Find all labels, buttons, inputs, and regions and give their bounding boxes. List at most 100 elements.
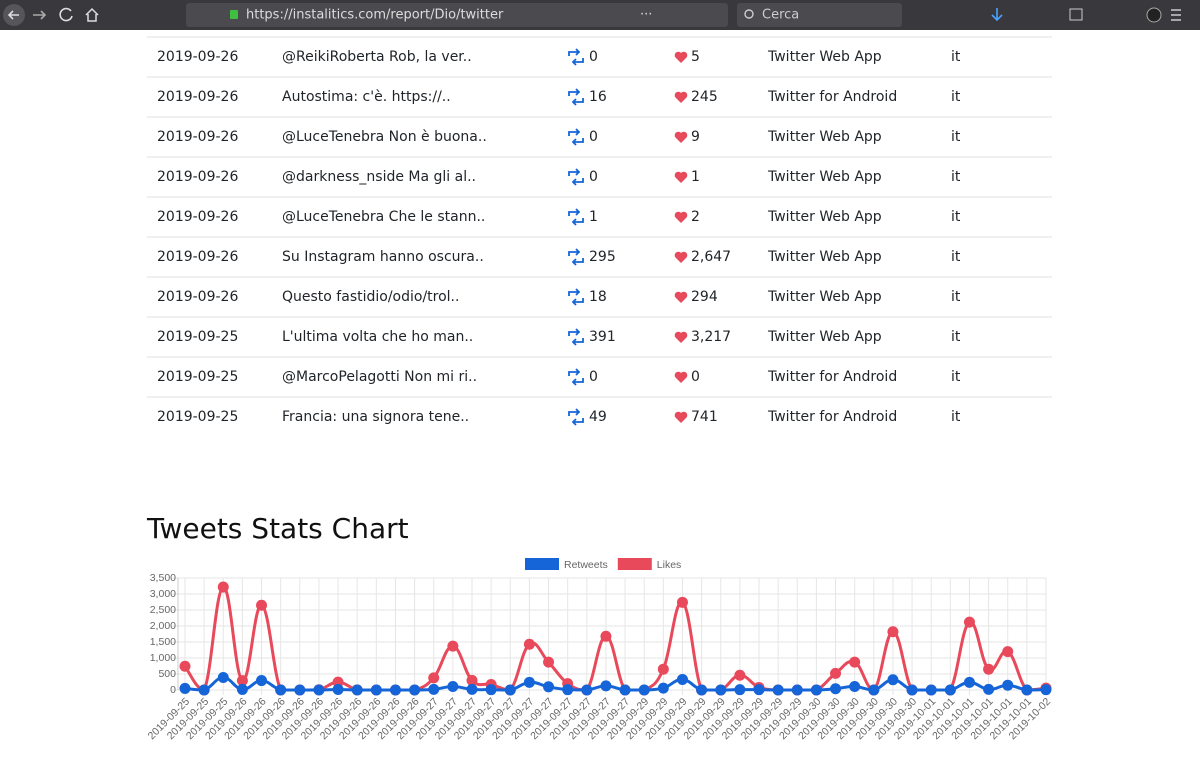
url-bar[interactable] bbox=[186, 3, 728, 27]
retweets-cell: 295 bbox=[589, 249, 616, 265]
data-point bbox=[734, 684, 746, 696]
retweets-cell: 0 bbox=[589, 129, 598, 145]
lang-cell: it bbox=[951, 409, 961, 425]
date-cell: 2019-09-25 bbox=[157, 329, 238, 345]
retweet-icon bbox=[568, 208, 584, 226]
data-point bbox=[332, 683, 344, 695]
retweets-cell: 18 bbox=[589, 289, 607, 305]
search-placeholder: Cerca bbox=[762, 8, 799, 23]
data-point bbox=[485, 684, 497, 696]
y-tick-label: 3,000 bbox=[150, 588, 176, 600]
text-cell: @ReikiRoberta Rob, la ver.. bbox=[282, 49, 472, 65]
data-point bbox=[217, 671, 229, 683]
y-tick-label: 1,500 bbox=[150, 636, 176, 648]
date-cell: 2019-09-26 bbox=[157, 49, 238, 65]
sidebar-button[interactable] bbox=[1069, 8, 1083, 21]
data-point bbox=[428, 672, 440, 684]
date-cell: 2019-09-25 bbox=[157, 409, 238, 425]
text-cell: L'ultima volta che ho man.. bbox=[282, 329, 473, 345]
downloads-button[interactable] bbox=[991, 8, 1003, 22]
legend-swatch bbox=[617, 558, 652, 570]
text-cell: @LuceTenebra Che le stann.. bbox=[282, 209, 485, 225]
likes-cell: 0 bbox=[691, 369, 700, 385]
data-point bbox=[849, 656, 861, 668]
data-point bbox=[830, 667, 842, 679]
source-cell: Twitter Web App bbox=[767, 49, 882, 65]
back-icon bbox=[7, 10, 19, 20]
data-point bbox=[179, 682, 191, 694]
retweets-cell: 1 bbox=[589, 209, 598, 225]
data-point bbox=[543, 681, 555, 693]
source-cell: Twitter Web App bbox=[767, 289, 882, 305]
source-cell: Twitter Web App bbox=[767, 209, 882, 225]
lang-cell: it bbox=[951, 329, 961, 345]
data-point bbox=[676, 596, 688, 608]
data-point bbox=[638, 684, 650, 696]
data-point bbox=[657, 682, 669, 694]
source-cell: Twitter for Android bbox=[767, 409, 897, 425]
data-point bbox=[963, 676, 975, 688]
data-point bbox=[715, 684, 727, 696]
chart: 05001,0001,5002,0002,5003,0003,5002019-0… bbox=[146, 558, 1053, 742]
source-cell: Twitter for Android bbox=[767, 369, 897, 385]
data-point bbox=[944, 684, 956, 696]
data-point bbox=[256, 599, 268, 611]
text-cell: Autostima: c'è. https://.. bbox=[282, 89, 451, 105]
profile-button[interactable] bbox=[1146, 7, 1162, 23]
likes-cell: 2 bbox=[691, 209, 700, 225]
data-point bbox=[657, 663, 669, 675]
retweet-icon bbox=[568, 368, 584, 386]
lang-cell: it bbox=[951, 89, 961, 105]
series-line bbox=[183, 585, 1047, 692]
lang-cell: it bbox=[951, 49, 961, 65]
data-point bbox=[600, 680, 612, 692]
heart-icon bbox=[674, 171, 688, 183]
data-point bbox=[830, 683, 842, 695]
data-point bbox=[696, 684, 708, 696]
likes-cell: 9 bbox=[691, 129, 700, 145]
menu-button[interactable] bbox=[1171, 9, 1181, 21]
page-actions[interactable]: ··· bbox=[640, 8, 652, 23]
lang-cell: it bbox=[951, 249, 961, 265]
retweet-icon bbox=[568, 88, 584, 106]
url-text: https://instalitics.com/report/Dio/twitt… bbox=[246, 8, 504, 23]
lang-cell: it bbox=[951, 129, 961, 145]
retweets-cell: 16 bbox=[589, 89, 607, 105]
y-tick-label: 500 bbox=[158, 668, 176, 680]
text-cell: Su Instagram hanno oscura.. bbox=[282, 249, 484, 265]
data-point bbox=[217, 581, 229, 593]
data-point bbox=[409, 684, 421, 696]
y-tick-label: 2,500 bbox=[150, 604, 176, 616]
date-cell: 2019-09-26 bbox=[157, 289, 238, 305]
data-point bbox=[256, 675, 268, 687]
heart-icon bbox=[674, 331, 688, 343]
forward-button[interactable] bbox=[33, 10, 47, 20]
retweets-cell: 49 bbox=[589, 409, 607, 425]
date-cell: 2019-09-26 bbox=[157, 209, 238, 225]
legend-label: Likes bbox=[657, 559, 682, 571]
y-tick-label: 3,500 bbox=[150, 572, 176, 584]
lock-icon bbox=[230, 10, 238, 19]
retweets-cell: 391 bbox=[589, 329, 616, 345]
data-point bbox=[963, 616, 975, 628]
date-cell: 2019-09-26 bbox=[157, 89, 238, 105]
data-point bbox=[466, 683, 478, 695]
heart-icon bbox=[674, 131, 688, 143]
home-button[interactable] bbox=[85, 7, 99, 22]
data-point bbox=[523, 638, 535, 650]
reload-button[interactable] bbox=[59, 7, 73, 22]
data-point bbox=[504, 684, 516, 696]
retweet-icon bbox=[568, 168, 584, 186]
source-cell: Twitter Web App bbox=[767, 169, 882, 185]
date-cell: 2019-09-25 bbox=[157, 369, 238, 385]
text-cell: Francia: una signora tene.. bbox=[282, 409, 469, 425]
text-cell: @darkness_nside Ma gli al.. bbox=[282, 169, 476, 185]
data-point bbox=[849, 680, 861, 692]
search-bar[interactable] bbox=[737, 3, 902, 27]
data-point bbox=[887, 674, 899, 686]
likes-cell: 245 bbox=[691, 89, 718, 105]
text-cell: @LuceTenebra Non è buona.. bbox=[282, 129, 487, 145]
data-point bbox=[562, 684, 574, 696]
data-point bbox=[389, 684, 401, 696]
likes-cell: 1 bbox=[691, 169, 700, 185]
